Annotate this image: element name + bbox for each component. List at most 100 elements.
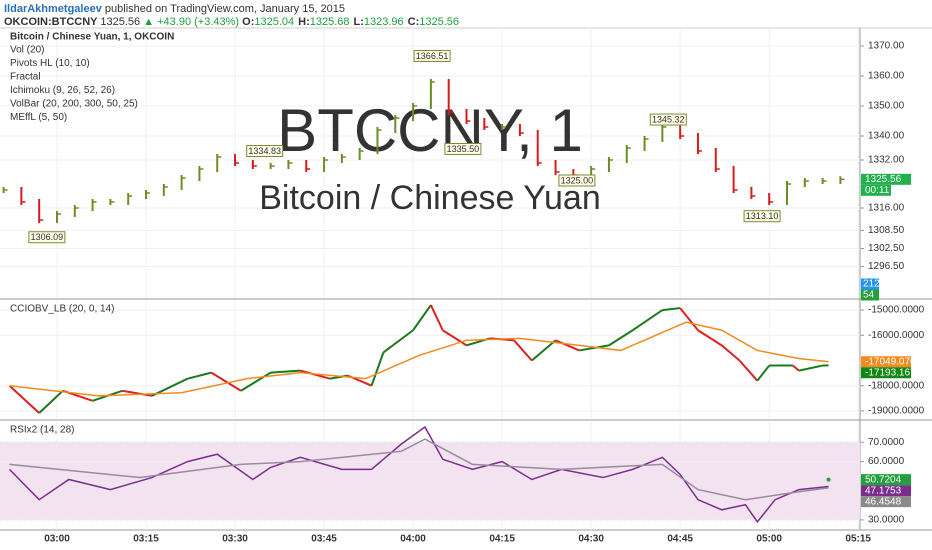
marker [826, 477, 831, 482]
last-value-badge [861, 367, 911, 379]
indicator-label: VolBar (20, 200, 300, 50, 25) [10, 99, 138, 110]
line-segment [8, 384, 40, 414]
line-segment [187, 371, 212, 380]
last-value-badge [861, 173, 911, 185]
annotation-label: 1325.00 [561, 175, 594, 185]
line-segment [429, 304, 444, 331]
y-tick-label: -18000.0000 [868, 380, 925, 391]
x-tick-label: 04:00 [400, 534, 426, 545]
line-segment [442, 329, 468, 347]
line-segment [270, 369, 301, 374]
x-tick-label: 04:15 [489, 534, 515, 545]
x-tick-label: 05:15 [845, 534, 871, 545]
countdown: 00:11 [865, 185, 890, 196]
x-tick-label: 03:30 [222, 534, 248, 545]
ohlc-value: 1325.04 [254, 16, 294, 28]
y-tick-label: 60.0000 [868, 456, 905, 467]
indicator-label: Pivots HL (10, 10) [10, 58, 90, 69]
last-value-badge [861, 496, 911, 508]
volume-badge [861, 278, 879, 290]
x-tick-label: 03:00 [44, 534, 70, 545]
line-segment [513, 339, 533, 362]
ohlc-label: O: [242, 16, 254, 28]
last-value-label: 47.1753 [865, 485, 902, 496]
y-tick-label: 1332.00 [868, 155, 905, 166]
annotation-label: 1335.50 [447, 144, 480, 154]
last-value-badge [861, 474, 911, 486]
y-tick-label: -16000.0000 [868, 330, 925, 341]
last-value-label: 46.4548 [865, 496, 902, 507]
y-tick-label: 1350.00 [868, 101, 905, 112]
line-segment [756, 364, 770, 382]
y-tick-label: 1370.00 [868, 41, 905, 52]
y-tick-label: 1308.50 [868, 225, 905, 236]
line-segment [122, 389, 153, 397]
symbol-line: OKCOIN:BTCCNY 1325.56 ▲ +43.90 (+3.43%) … [4, 16, 459, 28]
line-segment [240, 371, 272, 392]
annotation-box [444, 143, 482, 155]
annotation-label: 1345.32 [652, 114, 685, 124]
annotation-label: 1313.10 [746, 211, 779, 221]
annotation-box [246, 145, 284, 158]
last-value-badge [861, 485, 911, 497]
watermark: Bitcoin / Chinese Yuan [259, 179, 601, 217]
line [8, 425, 829, 524]
ohlc-label: C: [408, 16, 420, 28]
ohlc-label: H: [298, 16, 310, 28]
indicator-label: Fractal [10, 72, 41, 83]
line-segment [798, 364, 823, 372]
line-segment [679, 307, 699, 331]
line-segment [632, 309, 663, 332]
change: ▲ +43.90 (+3.43%) [143, 16, 239, 28]
annotation-box [413, 49, 451, 62]
annotation-box [743, 210, 781, 223]
last-value-label: -17193.1670 [865, 367, 922, 378]
annotation-label: 1366.51 [416, 51, 449, 61]
line-segment [555, 339, 580, 352]
published: published on TradingView.com, January 15… [105, 3, 345, 15]
line [9, 438, 829, 501]
annotation-label: 1306.09 [31, 232, 64, 242]
volume-label: 212 [863, 279, 880, 290]
x-tick-label: 03:45 [311, 534, 337, 545]
ohlc-value: 1325.68 [310, 16, 350, 28]
y-tick-label: 1302.50 [868, 243, 905, 254]
line-segment [210, 371, 242, 392]
annotation-box [649, 113, 687, 126]
ohlc-value: 1325.56 [419, 16, 459, 28]
price: 1325.56 [100, 16, 140, 28]
line [9, 321, 829, 397]
indicator-label: MEffL (5, 50) [10, 112, 67, 123]
indicator-label: Ichimoku (9, 26, 52, 26) [10, 85, 115, 96]
line-segment [370, 352, 385, 387]
x-tick-label: 05:00 [756, 534, 782, 545]
panel-title: RSIx2 (14, 28) [10, 425, 74, 436]
y-tick-label: 1316.00 [868, 203, 905, 214]
y-tick-label: -19000.0000 [868, 406, 925, 417]
line-segment [721, 344, 741, 362]
y-tick-label: 1296.50 [868, 261, 905, 272]
countdown-badge [861, 184, 891, 196]
y-tick-label: -15000.0000 [868, 305, 925, 316]
header-line: IldarAkhmetgaleev published on TradingVi… [4, 3, 345, 15]
y-tick-label: 1340.00 [868, 131, 905, 142]
annotation-box [28, 231, 66, 244]
line-segment [531, 339, 557, 362]
last-value-label: 50.7204 [865, 474, 902, 485]
annotation-box [558, 174, 596, 187]
line-segment [382, 329, 414, 354]
author[interactable]: IldarAkhmetgaleev [4, 3, 103, 15]
symbol: OKCOIN:BTCCNY [4, 16, 98, 28]
ohlc-value: 1323.96 [364, 16, 404, 28]
panel-title: CCIOBV_LB (20, 0, 14) [10, 304, 115, 315]
line-segment [738, 359, 759, 382]
annotation-label: 1334.83 [248, 146, 281, 156]
last-value-badge [861, 356, 911, 368]
panel-title: Bitcoin / Chinese Yuan, 1, OKCOIN [10, 32, 174, 43]
last-value-label: 1325.56 [865, 174, 902, 185]
line-segment [412, 304, 432, 331]
volume-badge [861, 289, 879, 301]
x-tick-label: 03:15 [133, 534, 159, 545]
line-segment [662, 307, 681, 312]
